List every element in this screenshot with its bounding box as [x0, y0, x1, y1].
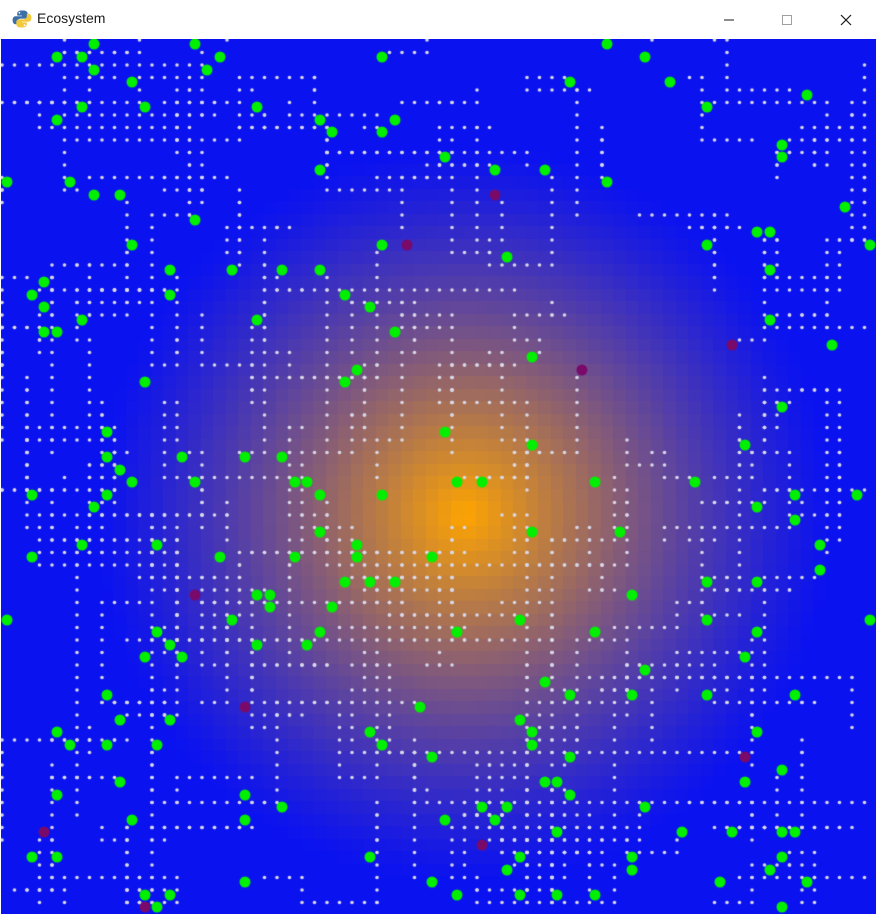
maximize-icon — [782, 14, 792, 25]
simulation-area[interactable] — [1, 39, 876, 914]
close-button[interactable] — [817, 0, 875, 39]
ecosystem-canvas[interactable] — [1, 39, 876, 914]
maximize-button[interactable] — [758, 0, 816, 39]
minimize-button[interactable] — [700, 0, 758, 39]
close-icon — [840, 14, 852, 25]
minimize-icon — [724, 19, 734, 20]
window-title: Ecosystem — [37, 10, 106, 26]
title-bar[interactable]: Ecosystem — [0, 0, 877, 40]
python-snake-icon — [12, 9, 32, 29]
